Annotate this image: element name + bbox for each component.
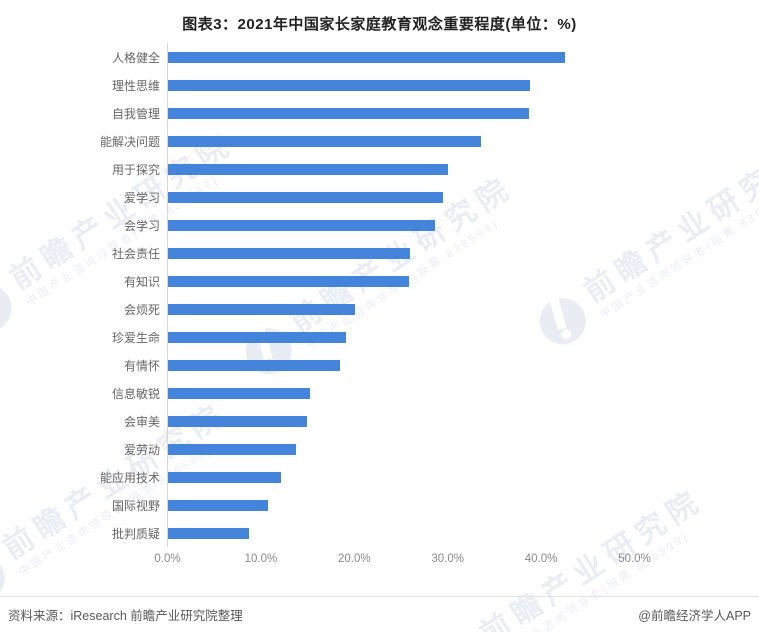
- bar-track: [167, 463, 759, 491]
- category-label: 国际视野: [111, 498, 160, 513]
- bar-row: 会审美: [0, 407, 759, 435]
- bar-chart: 人格健全理性思维自我管理能解决问题用于探究爱学习会学习社会责任有知识会烦死珍爱生…: [0, 43, 759, 547]
- category-label: 信息敏锐: [111, 386, 160, 401]
- bar-track: [167, 155, 759, 183]
- bar: [168, 359, 340, 371]
- bar-row: 爱学习: [0, 183, 759, 211]
- bar: [168, 219, 436, 231]
- bar-row: 会学习: [0, 211, 759, 239]
- footer: 资料来源：iResearch 前瞻产业研究院整理 @前瞻经济学人APP: [0, 596, 759, 632]
- bar: [168, 275, 409, 287]
- x-tick-label: 10.0%: [244, 553, 278, 565]
- bar: [168, 303, 355, 315]
- bar: [168, 527, 250, 539]
- category-label: 批判质疑: [111, 526, 160, 541]
- bar: [168, 499, 268, 511]
- category-label: 人格健全: [111, 50, 160, 65]
- category-label: 珍爱生命: [111, 330, 160, 345]
- bar-row: 珍爱生命: [0, 323, 759, 351]
- bar-track: [167, 71, 759, 99]
- source-note: 资料来源：iResearch 前瞻产业研究院整理: [8, 609, 243, 623]
- category-label: 爱学习: [123, 190, 160, 205]
- category-label: 会烦死: [123, 302, 160, 317]
- bar: [168, 331, 347, 343]
- bar-track: [167, 267, 759, 295]
- bar: [168, 387, 310, 399]
- bar: [168, 107, 529, 119]
- bar-track: [167, 295, 759, 323]
- category-label: 能应用技术: [99, 470, 160, 485]
- bar: [168, 471, 281, 483]
- bar: [168, 443, 296, 455]
- category-label: 有情怀: [123, 358, 160, 373]
- bar-track: [167, 407, 759, 435]
- x-tick-label: 20.0%: [337, 553, 371, 565]
- category-label: 能解决问题: [99, 134, 160, 149]
- bar-track: [167, 127, 759, 155]
- category-label: 会审美: [123, 414, 160, 429]
- x-tick-label: 40.0%: [524, 553, 558, 565]
- bar-row: 信息敏锐: [0, 379, 759, 407]
- bar-row: 能解决问题: [0, 127, 759, 155]
- bar-track: [167, 99, 759, 127]
- category-label: 理性思维: [111, 78, 160, 93]
- bar-track: [167, 323, 759, 351]
- bar-row: 理性思维: [0, 71, 759, 99]
- bar-track: [167, 351, 759, 379]
- category-label: 用于探究: [111, 162, 160, 177]
- category-label: 会学习: [123, 218, 160, 233]
- bar-row: 能应用技术: [0, 463, 759, 491]
- bar-row: 有情怀: [0, 351, 759, 379]
- bar-track: [167, 183, 759, 211]
- x-tick-label: 50.0%: [618, 553, 651, 565]
- bar-row: 会烦死: [0, 295, 759, 323]
- bar-track: [167, 491, 759, 519]
- category-label: 自我管理: [111, 106, 160, 121]
- bar: [168, 163, 449, 175]
- bar-row: 爱劳动: [0, 435, 759, 463]
- bar: [168, 247, 410, 259]
- category-label: 有知识: [123, 274, 160, 289]
- bar: [168, 135, 481, 147]
- bar-track: [167, 379, 759, 407]
- chart-title: 图表3：2021年中国家长家庭教育观念重要程度(单位：%): [182, 16, 577, 33]
- bar-row: 批判质疑: [0, 519, 759, 547]
- category-label: 社会责任: [111, 246, 160, 261]
- bar-row: 有知识: [0, 267, 759, 295]
- bar-row: 用于探究: [0, 155, 759, 183]
- bar-track: [167, 211, 759, 239]
- bar-row: 国际视野: [0, 491, 759, 519]
- x-tick-label: 0.0%: [154, 553, 181, 565]
- bar: [168, 191, 443, 203]
- bar-row: 自我管理: [0, 99, 759, 127]
- credit-note: @前瞻经济学人APP: [638, 609, 751, 623]
- bar: [168, 79, 531, 91]
- bar-row: 社会责任: [0, 239, 759, 267]
- bar-row: 人格健全: [0, 43, 759, 71]
- bar-track: [167, 43, 759, 71]
- bar: [168, 51, 565, 63]
- title-row: 图表3：2021年中国家长家庭教育观念重要程度(单位：%): [0, 0, 759, 34]
- bar-track: [167, 239, 759, 267]
- bar-track: [167, 435, 759, 463]
- bar-track: [167, 519, 759, 547]
- bar: [168, 415, 308, 427]
- x-tick-label: 30.0%: [431, 553, 464, 565]
- category-label: 爱劳动: [123, 442, 160, 457]
- x-axis: 0.0% 10.0% 20.0% 30.0% 40.0% 50.0%: [0, 547, 759, 573]
